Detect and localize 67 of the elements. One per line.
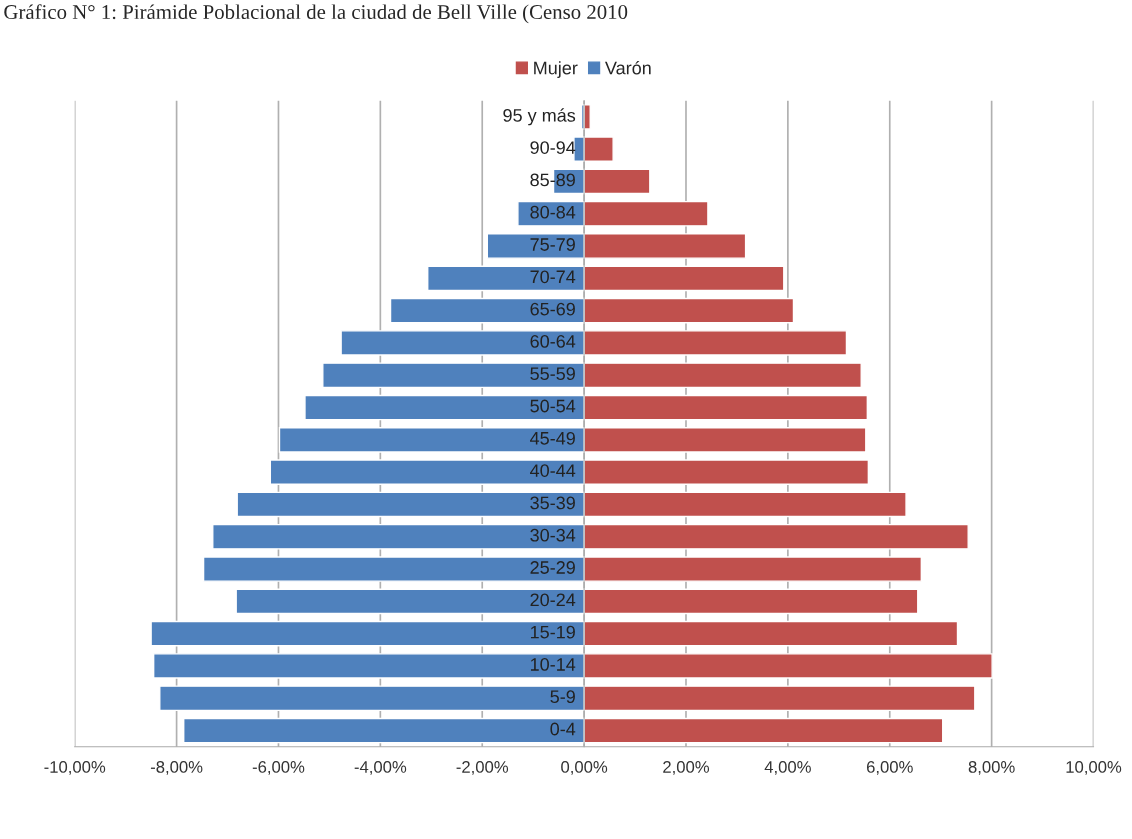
x-tick-label: -2,00% bbox=[456, 761, 509, 775]
bar bbox=[583, 330, 848, 356]
bar bbox=[159, 685, 585, 712]
x-tick-label: -4,00% bbox=[354, 761, 407, 775]
bar bbox=[583, 620, 959, 647]
bar bbox=[583, 200, 709, 227]
bar bbox=[583, 556, 923, 582]
bar bbox=[583, 362, 862, 389]
chart-title: Gráfico N° 1: Pirámide Poblacional de la ciudad de Bell Ville (Censo 2010 bbox=[4, 4, 628, 24]
bar bbox=[389, 297, 585, 324]
y-tick-label: 40-44 bbox=[530, 464, 576, 477]
bar bbox=[583, 717, 944, 744]
y-tick-label: 0-4 bbox=[550, 722, 576, 736]
x-tick-label: 2,00% bbox=[663, 761, 710, 775]
bar bbox=[235, 588, 585, 615]
y-tick-label: 45-49 bbox=[530, 431, 575, 445]
bar bbox=[583, 523, 969, 550]
bar bbox=[236, 491, 585, 518]
y-tick-label: 35-39 bbox=[530, 496, 575, 510]
x-tick-label: 10,00% bbox=[1066, 761, 1122, 775]
bar bbox=[583, 168, 651, 195]
bar bbox=[150, 620, 585, 647]
bar bbox=[583, 459, 870, 485]
x-tick-label: 4,00% bbox=[764, 761, 811, 775]
x-tick-label: 6,00% bbox=[866, 761, 913, 775]
y-tick-label: 25-29 bbox=[530, 561, 575, 574]
x-tick-label: -10,00% bbox=[44, 761, 106, 775]
bar bbox=[340, 330, 585, 356]
bar bbox=[583, 588, 919, 615]
y-tick-label: 5-9 bbox=[550, 690, 575, 704]
y-tick-label: 75-79 bbox=[530, 238, 575, 251]
y-tick-label: 10-14 bbox=[530, 658, 576, 671]
y-tick-label: 15-19 bbox=[530, 625, 575, 639]
bar bbox=[152, 653, 585, 679]
y-tick-label: 95 y más bbox=[503, 108, 576, 126]
bar bbox=[304, 394, 585, 421]
bar bbox=[583, 136, 614, 162]
bar bbox=[427, 265, 585, 292]
bar bbox=[583, 685, 976, 712]
y-tick-label: 50-54 bbox=[530, 399, 576, 413]
bar bbox=[583, 394, 869, 421]
bar bbox=[278, 427, 585, 453]
bar bbox=[322, 362, 585, 389]
legend-label: Mujer bbox=[534, 61, 578, 78]
bar bbox=[583, 233, 747, 259]
bar bbox=[583, 427, 867, 453]
y-tick-label: 60-64 bbox=[530, 335, 576, 348]
bar bbox=[583, 297, 795, 324]
x-tick-label: 8,00% bbox=[968, 761, 1015, 775]
y-tick-label: 30-34 bbox=[530, 528, 576, 542]
bar bbox=[212, 523, 585, 550]
y-tick-label: 70-74 bbox=[530, 270, 576, 284]
y-tick-label: 20-24 bbox=[530, 593, 576, 607]
y-tick-label: 65-69 bbox=[530, 302, 575, 316]
bar bbox=[269, 459, 585, 485]
x-tick-label: -6,00% bbox=[252, 761, 305, 775]
bar bbox=[583, 653, 993, 679]
y-tick-label: 80-84 bbox=[530, 205, 576, 219]
legend-label: Varón bbox=[605, 60, 651, 75]
bar bbox=[583, 265, 785, 292]
bar bbox=[583, 491, 907, 518]
x-tick-label: -8,00% bbox=[150, 761, 203, 775]
bar bbox=[486, 233, 585, 259]
x-tick-label: 0,00% bbox=[561, 761, 608, 775]
bar bbox=[202, 556, 585, 582]
bar bbox=[183, 717, 585, 744]
y-tick-label: 55-59 bbox=[530, 367, 575, 381]
